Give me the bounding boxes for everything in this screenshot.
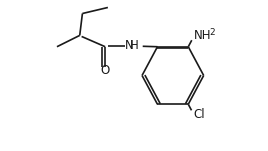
Text: H: H <box>130 39 139 53</box>
Text: O: O <box>100 64 110 77</box>
Text: NH: NH <box>194 29 211 42</box>
Text: 2: 2 <box>209 28 214 37</box>
Text: Cl: Cl <box>194 108 205 121</box>
Text: N: N <box>124 39 133 52</box>
